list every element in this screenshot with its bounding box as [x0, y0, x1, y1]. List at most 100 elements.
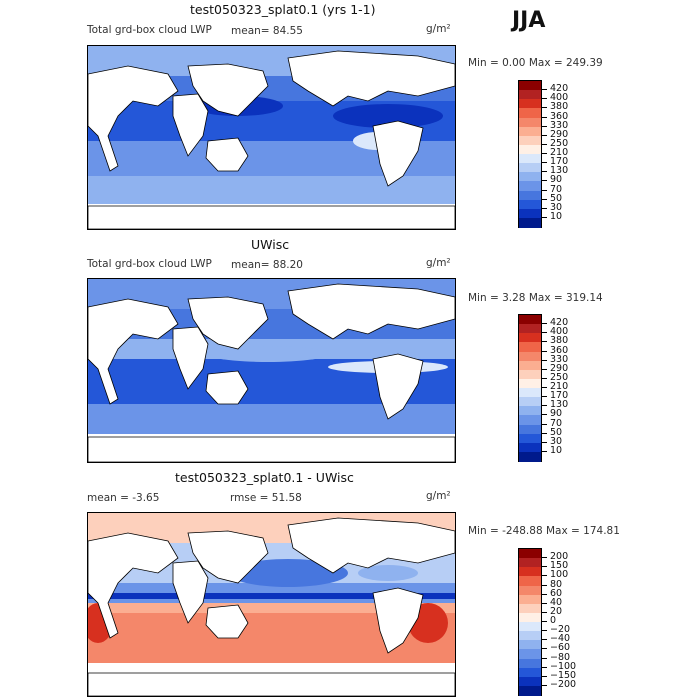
colorbar-segment [519, 640, 541, 650]
colorbar-segment [519, 208, 541, 219]
panel3-range: Min = -248.88 Max = 174.81 [468, 525, 620, 537]
panel3-mean: mean = -3.65 [87, 492, 160, 504]
colorbar-tick-label: 360 [540, 110, 569, 122]
colorbar-tick-label: 40 [540, 596, 563, 608]
colorbar-tick-label: −150 [540, 669, 577, 681]
panel1-units: g/m² [426, 23, 451, 35]
colorbar-segment [519, 649, 541, 659]
colorbar-segment [519, 442, 541, 453]
colorbar-tick-label: 400 [540, 326, 569, 338]
colorbar-tick-label: 170 [540, 390, 569, 402]
colorbar-segment [519, 612, 541, 623]
colorbar-tick-label: 130 [540, 165, 569, 177]
colorbar-segment [519, 433, 541, 444]
colorbar-segment [519, 324, 541, 334]
colorbar-tick-label: 210 [540, 381, 569, 392]
colorbar-segment [519, 360, 541, 371]
colorbar-segment [519, 415, 541, 425]
colorbar-segment [519, 549, 541, 559]
colorbar-segment [519, 388, 541, 398]
colorbar-segment [519, 451, 541, 462]
colorbar-tick-label: 30 [540, 201, 563, 213]
panel2-field [88, 279, 455, 462]
colorbar-segment [519, 199, 541, 210]
panel3-rmse: rmse = 51.58 [230, 492, 302, 504]
panel1-field-label: Total grd-box cloud LWP [87, 24, 212, 36]
colorbar-segment [519, 558, 541, 568]
colorbar-segment [519, 81, 541, 91]
colorbar-tick-label: −80 [540, 651, 571, 663]
colorbar-segment [519, 99, 541, 109]
panel2-title: UWisc [251, 237, 290, 252]
colorbar-segment [519, 685, 541, 696]
colorbar-tick-label: 170 [540, 156, 569, 168]
colorbar-tick-label: 90 [540, 408, 563, 420]
panel1-range: Min = 0.00 Max = 249.39 [468, 57, 603, 69]
panel3-field [88, 513, 455, 696]
colorbar-tick-label: 70 [540, 183, 563, 195]
colorbar-tick-label: −40 [540, 633, 571, 645]
colorbar-tick-label: −20 [540, 624, 571, 636]
panel1-colorbar: 420 400 380 360 330 290 250 210 170 130 90 70 50 30 10 [518, 80, 568, 228]
panel1-map [87, 45, 456, 230]
colorbar-segment [519, 378, 541, 389]
colorbar-segment [519, 90, 541, 100]
colorbar-tick-label: 380 [540, 335, 569, 347]
panel2-range: Min = 3.28 Max = 319.14 [468, 292, 603, 304]
colorbar-tick-label: 290 [540, 362, 569, 374]
colorbar-segment [519, 622, 541, 632]
colorbar-tick-label: 200 [540, 551, 569, 563]
panel1-field [88, 46, 455, 229]
colorbar-segment [519, 315, 541, 325]
colorbar-segment [519, 342, 541, 352]
panel3-map [87, 512, 456, 697]
colorbar-segment [519, 603, 541, 614]
colorbar-segment [519, 369, 541, 380]
colorbar-tick-label: 20 [540, 605, 563, 617]
panel3-colorbar: 200 150 100 80 60 40 20 0 −20 −40 −60 −80 −100 −150 −2… [518, 548, 576, 696]
colorbar-segment [519, 406, 541, 416]
panel2-field-label: Total grd-box cloud LWP [87, 258, 212, 270]
colorbar-segment [519, 397, 541, 407]
colorbar-tick-label: 420 [540, 83, 569, 95]
colorbar-tick-label: 50 [540, 426, 563, 438]
panel1-title: test050323_splat0.1 (yrs 1-1) [190, 2, 376, 17]
colorbar-tick-label: 70 [540, 417, 563, 429]
colorbar-segment [519, 576, 541, 586]
colorbar-segment [519, 181, 541, 191]
colorbar-segment [519, 172, 541, 182]
colorbar-tick-label: 380 [540, 101, 569, 113]
season-label: JJA [512, 8, 546, 33]
colorbar-tick-label: 60 [540, 587, 563, 599]
colorbar-segment [519, 631, 541, 641]
colorbar-segment [519, 676, 541, 687]
colorbar-tick-label: 90 [540, 174, 563, 186]
colorbar-segment [519, 144, 541, 155]
colorbar-segment [519, 154, 541, 164]
panel2-colorbar: 420 400 380 360 330 290 250 210 170 130 90 70 50 30 10 [518, 314, 568, 462]
colorbar-segment [519, 135, 541, 146]
colorbar-segment [519, 424, 541, 435]
colorbar-segment [519, 594, 541, 605]
colorbar-tick-label: 80 [540, 578, 563, 590]
colorbar-segment [519, 351, 541, 362]
colorbar-tick-label: −100 [540, 660, 577, 672]
colorbar-tick-label: 330 [540, 353, 569, 365]
colorbar-segment [519, 585, 541, 596]
panel2-units: g/m² [426, 257, 451, 269]
colorbar-segment [519, 126, 541, 137]
colorbar-tick-label: 10 [540, 444, 563, 456]
panel2-map [87, 278, 456, 463]
colorbar-segment [519, 333, 541, 343]
colorbar-tick-label: 130 [540, 399, 569, 411]
colorbar-segment [519, 667, 541, 678]
panel3-title: test050323_splat0.1 - UWisc [175, 470, 354, 485]
colorbar-tick-label: 400 [540, 92, 569, 104]
colorbar-tick-label: −200 [540, 678, 577, 690]
colorbar-tick-label: 420 [540, 317, 569, 329]
colorbar-tick-label: −60 [540, 642, 571, 654]
colorbar-tick-label: 330 [540, 119, 569, 131]
colorbar-tick-label: 360 [540, 344, 569, 356]
colorbar-tick-label: 10 [540, 210, 563, 222]
panel1-mean: mean= 84.55 [231, 25, 303, 37]
